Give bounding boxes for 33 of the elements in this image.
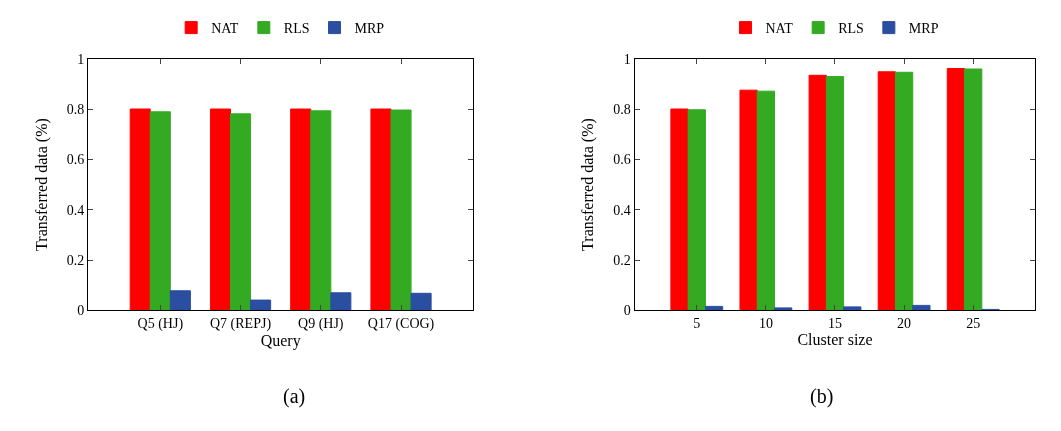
x-tick-label: 5 [693,316,701,332]
y-tick-label: 0.6 [613,152,631,168]
y-tick-label: 0 [623,303,631,319]
y-tick-label: 1 [77,51,85,67]
legend-label: RLS [283,21,310,37]
y-tick-label: 0.8 [613,101,631,117]
legend-label: RLS [838,21,864,37]
x-tick-label: 20 [897,316,912,332]
y-tick-label: 0.4 [66,202,85,218]
legend-label: NAT [765,21,794,37]
x-tick-label: 25 [966,316,981,332]
y-tick-label: 0.8 [66,101,85,117]
x-tick-label: 15 [827,316,842,332]
legend-label: NAT [211,21,239,37]
x-tick-label: 10 [758,316,773,332]
y-axis-title: Transferred data (%) [579,118,598,251]
y-tick-label: 0.2 [613,252,631,268]
text: (b) [810,385,834,408]
y-tick-label: 0.2 [66,252,85,268]
y-tick-label: 0.4 [613,202,631,218]
x-tick-label: Q7 (REPJ) [210,316,272,333]
x-tick-label: Q9 (HJ) [298,316,344,333]
x-tick-label: Q5 (HJ) [137,316,184,333]
x-axis-title: Cluster size [797,331,873,349]
x-tick-label: Q17 (COG) [367,316,435,333]
y-tick-label: 0 [77,303,85,319]
legend-label: MRP [908,21,939,37]
y-tick-label: 1 [623,51,631,67]
legend-label: MRP [354,21,385,37]
y-axis-title: Transferred data (%) [32,118,51,251]
text: (a) [283,385,306,408]
x-axis-title: Query [260,332,301,351]
y-tick-label: 0.6 [66,152,85,168]
